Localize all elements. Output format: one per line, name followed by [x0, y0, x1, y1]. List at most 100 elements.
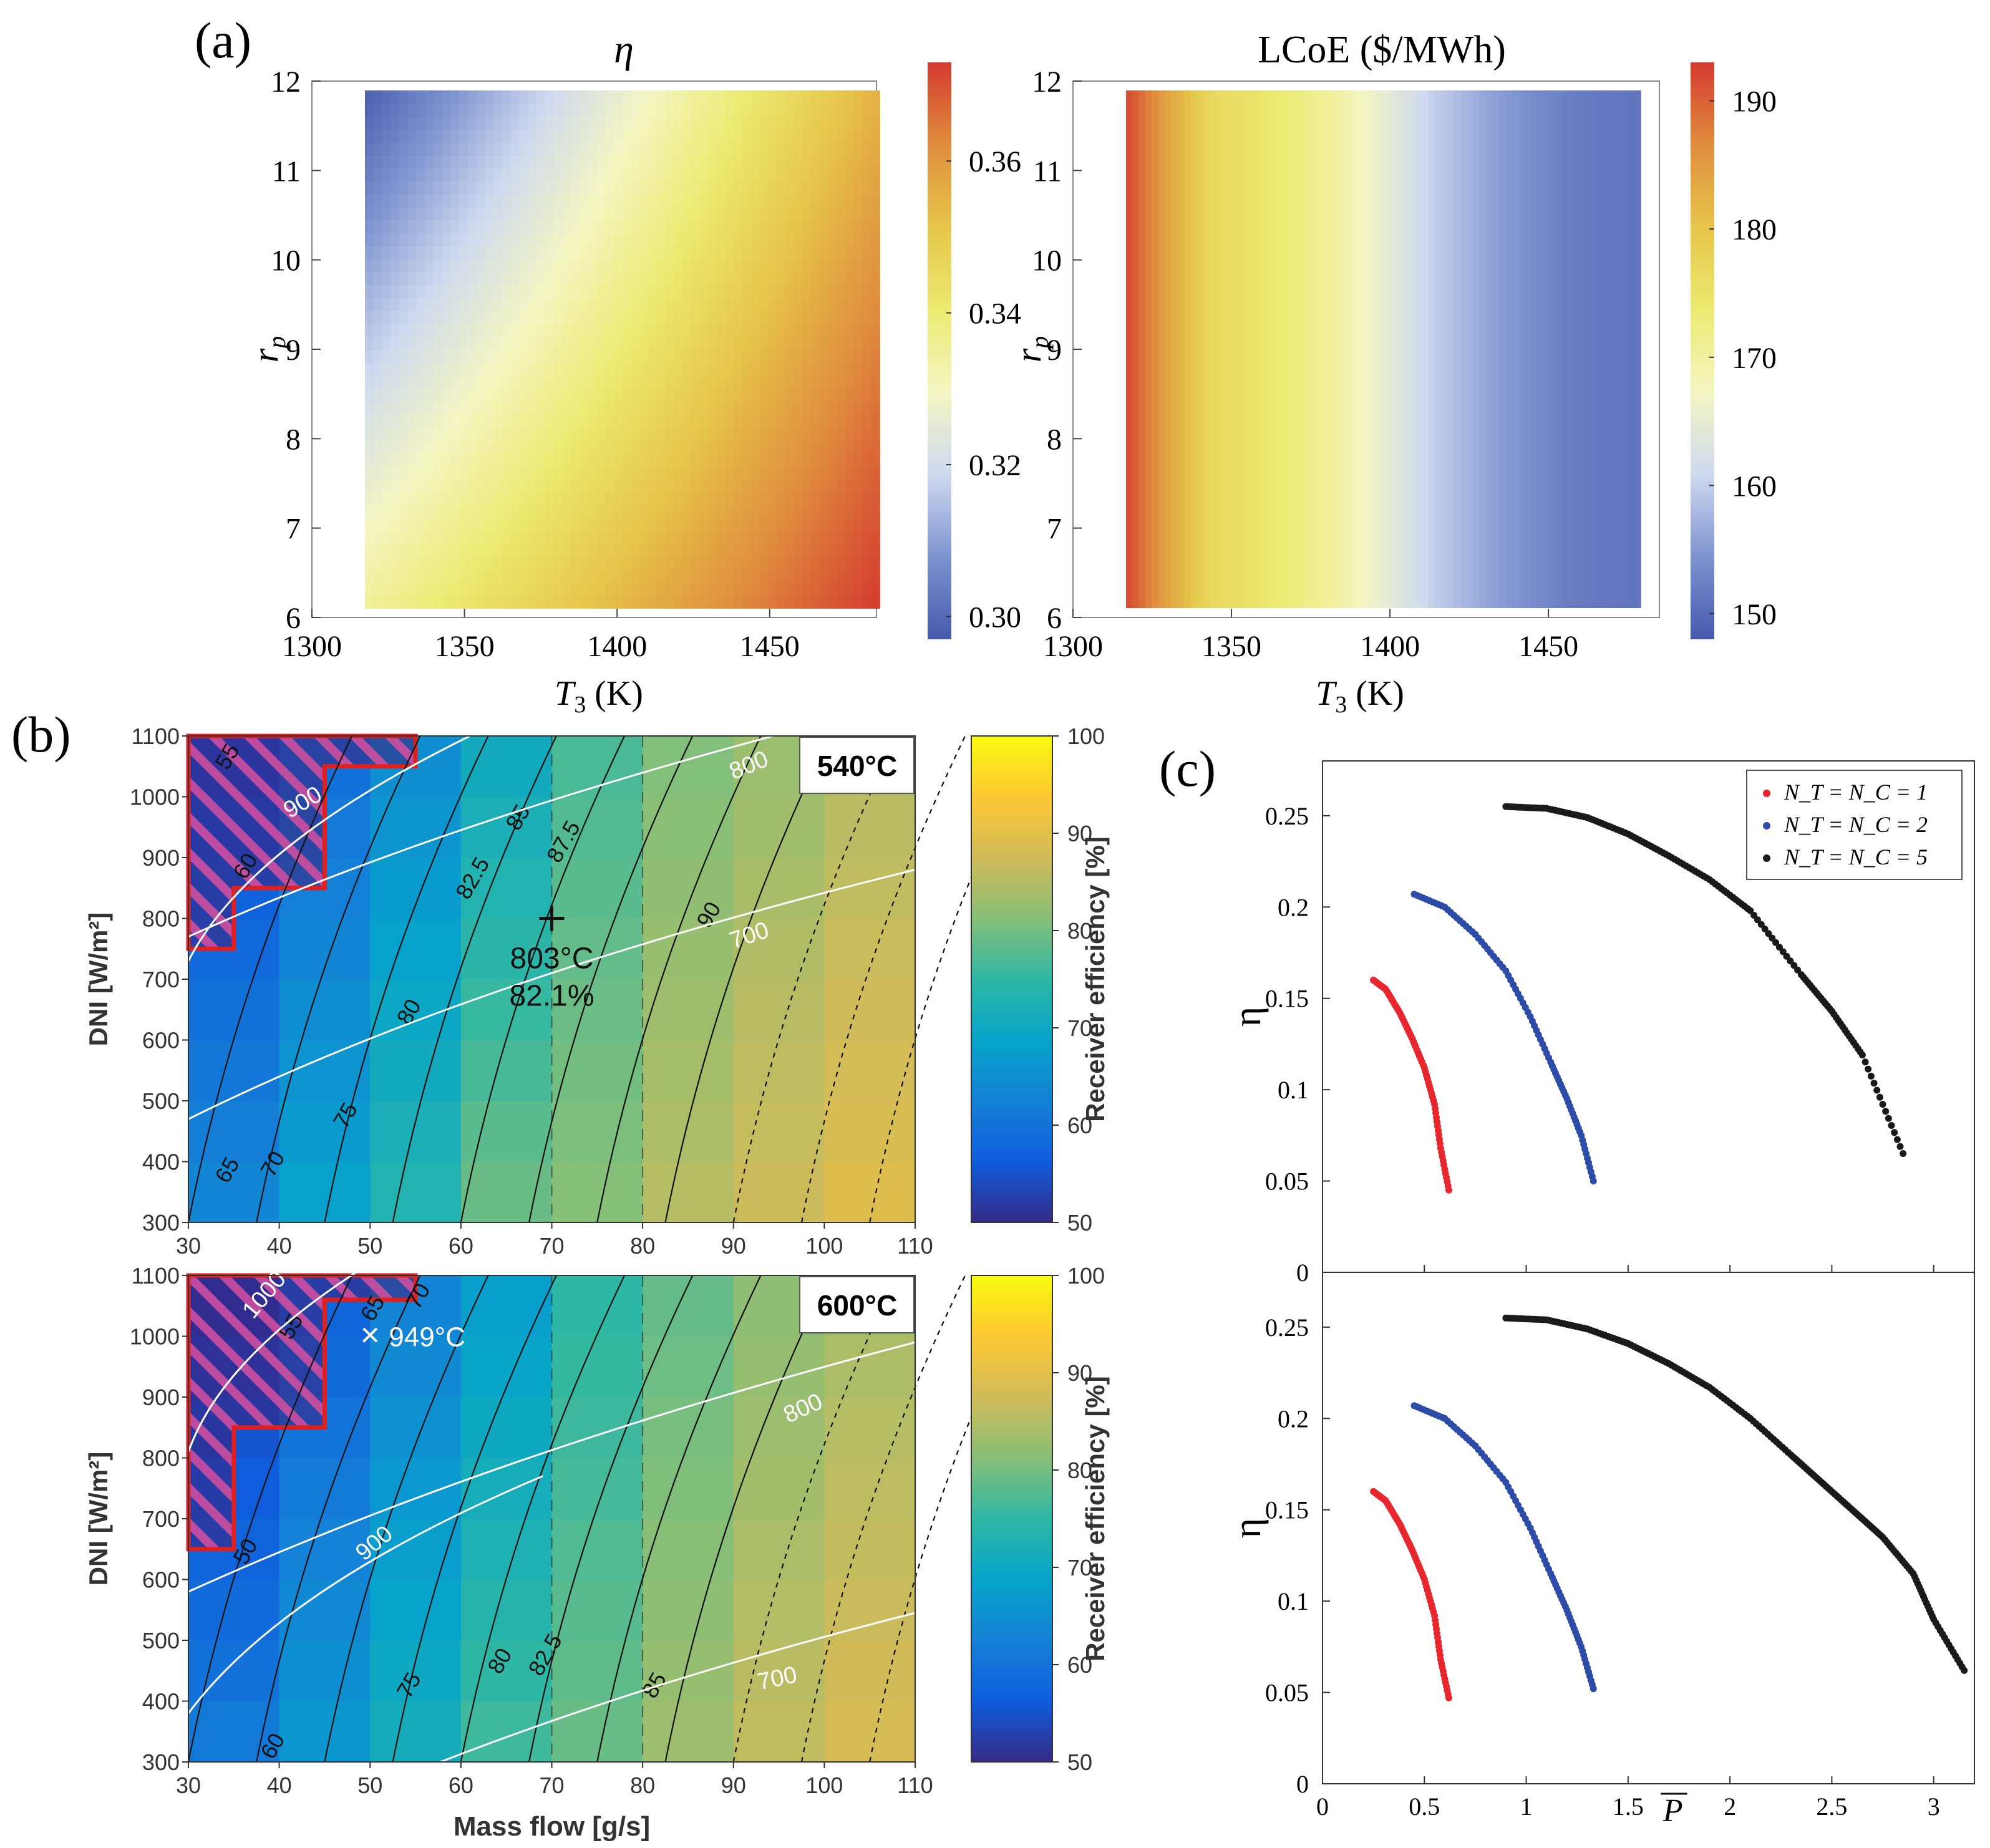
eta-cell — [545, 298, 555, 311]
eta-cell — [450, 491, 460, 505]
eta-cell — [802, 388, 812, 402]
eta-cell — [631, 129, 640, 143]
eta-cell — [502, 220, 512, 234]
eta-cell — [785, 375, 795, 389]
eta-cell — [399, 582, 409, 596]
eta-cell — [725, 155, 735, 169]
eta-cell — [631, 168, 640, 182]
eta-cell — [571, 103, 580, 117]
eta-cell — [759, 349, 769, 363]
lcoe-cell — [1608, 90, 1616, 608]
x-tick-label: 30 — [176, 1773, 201, 1798]
eta-cell — [734, 453, 743, 467]
eta-cell — [837, 375, 846, 389]
eta-cell — [871, 116, 880, 130]
eta-cell — [828, 194, 838, 208]
eta-cell — [828, 375, 838, 389]
eta-cell — [837, 349, 846, 363]
eta-cell — [536, 233, 546, 246]
eta-cell — [596, 388, 606, 402]
eta-cell — [528, 401, 537, 415]
eta-cell — [373, 103, 383, 117]
eta-cell — [665, 543, 674, 557]
eta-cell — [510, 362, 520, 376]
eta-cell — [605, 246, 614, 259]
eta-cell — [562, 284, 571, 298]
eta-cell — [510, 258, 520, 273]
efficiency-cell — [643, 1161, 734, 1223]
lcoe-cell — [1518, 90, 1526, 608]
eta-cell — [631, 271, 640, 286]
eta-cell — [759, 103, 769, 117]
eta-cell — [785, 206, 795, 221]
eta-cell — [691, 233, 701, 246]
eta-cell — [853, 310, 863, 324]
eta-cell — [777, 155, 786, 169]
eta-cell — [613, 595, 623, 609]
eta-cell — [734, 246, 743, 259]
eta-cell — [596, 206, 606, 221]
eta-cell — [502, 388, 512, 402]
scatter-point — [1961, 1667, 1968, 1674]
eta-cell — [716, 194, 726, 208]
eta-cell — [656, 142, 666, 156]
eta-cell — [794, 401, 803, 415]
efficiency-cell — [733, 858, 825, 919]
eta-cell — [468, 465, 477, 480]
eta-cell — [871, 103, 880, 117]
eta-cell — [562, 401, 571, 415]
eta-cell — [519, 465, 529, 480]
eta-cell — [699, 491, 709, 505]
eta-cell — [416, 414, 426, 428]
eta-cell — [750, 595, 760, 609]
eta-cell — [545, 569, 555, 583]
temperature-contour — [187, 1475, 543, 1714]
eta-cell — [853, 258, 863, 273]
efficiency-cell — [551, 858, 643, 919]
eta-cell — [434, 181, 443, 195]
scatter-point — [1779, 948, 1787, 955]
eta-cell — [682, 206, 692, 221]
eta-cell — [416, 582, 426, 596]
eta-cell — [862, 556, 872, 570]
eta-cell — [656, 401, 666, 415]
eta-cell — [682, 336, 692, 350]
eta-cell — [811, 206, 820, 221]
eta-cell — [519, 323, 529, 337]
eta-cell — [656, 181, 666, 195]
eta-cell — [622, 582, 632, 596]
eta-cell — [502, 517, 512, 531]
eta-cell — [639, 206, 649, 221]
eta-cell — [862, 362, 872, 376]
eta-cell — [468, 349, 477, 363]
eta-cell — [365, 491, 374, 505]
eta-cell — [493, 582, 503, 596]
eta-cell — [365, 440, 374, 453]
eta-cell — [434, 569, 443, 583]
efficiency-cell — [370, 1161, 462, 1223]
eta-cell — [536, 414, 546, 428]
eta-cell — [425, 142, 434, 156]
eta-cell — [759, 491, 769, 505]
eta-cell — [716, 168, 726, 182]
eta-cell — [502, 414, 512, 428]
eta-cell — [519, 284, 529, 298]
eta-cell — [425, 336, 434, 350]
eta-cell — [579, 478, 589, 493]
eta-cell — [399, 258, 409, 273]
eta-cell — [571, 336, 580, 350]
eta-cell — [545, 427, 555, 441]
y-tick-label: 600 — [142, 1028, 180, 1053]
eta-cell — [656, 362, 666, 376]
scatter-y-label: η — [1226, 1007, 1269, 1027]
efficiency-cell — [370, 1101, 462, 1163]
eta-cell — [416, 349, 426, 363]
eta-cell — [785, 556, 795, 570]
lcoe-cell — [1364, 90, 1371, 608]
eta-cell — [613, 116, 623, 130]
eta-cell — [596, 298, 606, 311]
eta-cell — [391, 569, 400, 583]
eta-cell — [853, 103, 863, 117]
eta-cell — [485, 323, 495, 337]
eta-cell — [519, 142, 529, 156]
